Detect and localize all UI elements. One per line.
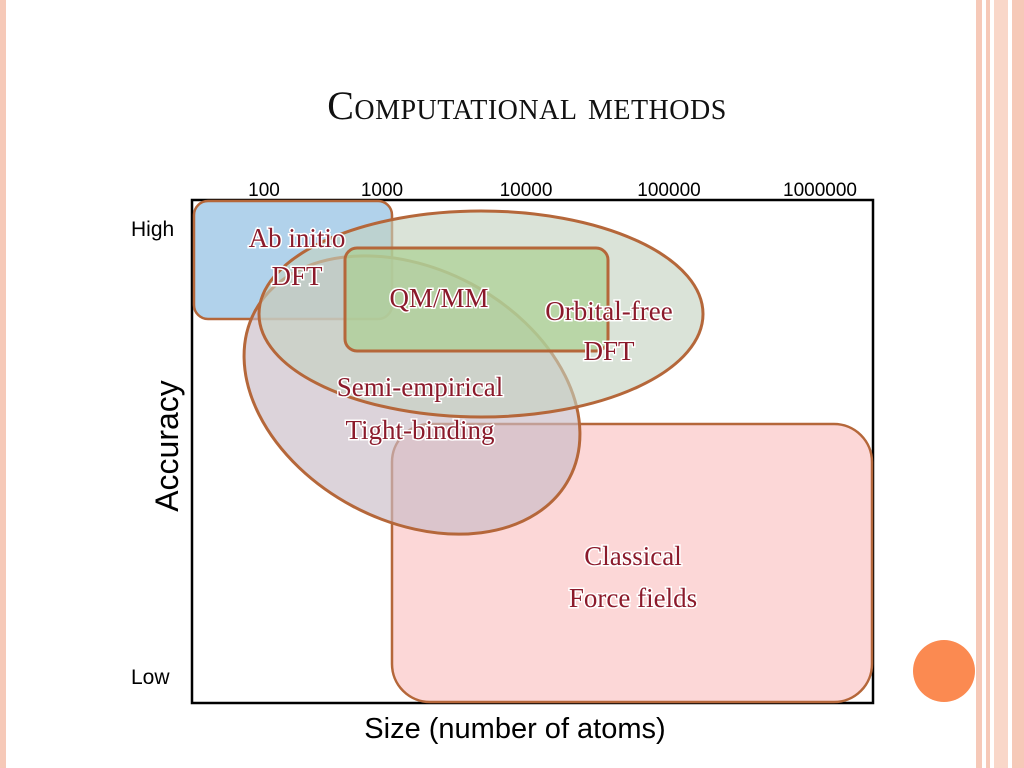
- right-border-decoration: [976, 0, 1024, 768]
- classical-label: Classical: [584, 541, 681, 571]
- tight-binding-label: Tight-binding: [345, 415, 494, 445]
- ab-initio-label: Ab initio: [249, 223, 346, 253]
- semi-empirical-label: Semi-empirical: [337, 372, 503, 402]
- orbital-free-dft-label: DFT: [583, 336, 635, 366]
- ab-initio-dft-label: DFT: [271, 261, 323, 291]
- x-tick-10000: 10000: [500, 180, 553, 201]
- left-border-decoration: [0, 0, 6, 768]
- x-axis-label: Size (number of atoms): [364, 713, 665, 745]
- qmmm-region: [343, 246, 610, 353]
- slide-title: Computational methods: [327, 83, 727, 128]
- x-tick-100: 100: [248, 180, 280, 201]
- y-high-label: High: [131, 218, 174, 241]
- orbital-free-label: Orbital-free: [545, 296, 672, 326]
- x-tick-1000: 1000: [361, 180, 403, 201]
- force-fields-label: Force fields: [569, 583, 697, 613]
- qmmm-label: QM/MM: [389, 283, 488, 313]
- x-tick-1000000: 1000000: [783, 180, 857, 201]
- y-low-label: Low: [131, 666, 170, 689]
- orange-accent-circle: [913, 640, 975, 702]
- x-tick-100000: 100000: [637, 180, 700, 201]
- y-axis-label: Accuracy: [149, 380, 185, 512]
